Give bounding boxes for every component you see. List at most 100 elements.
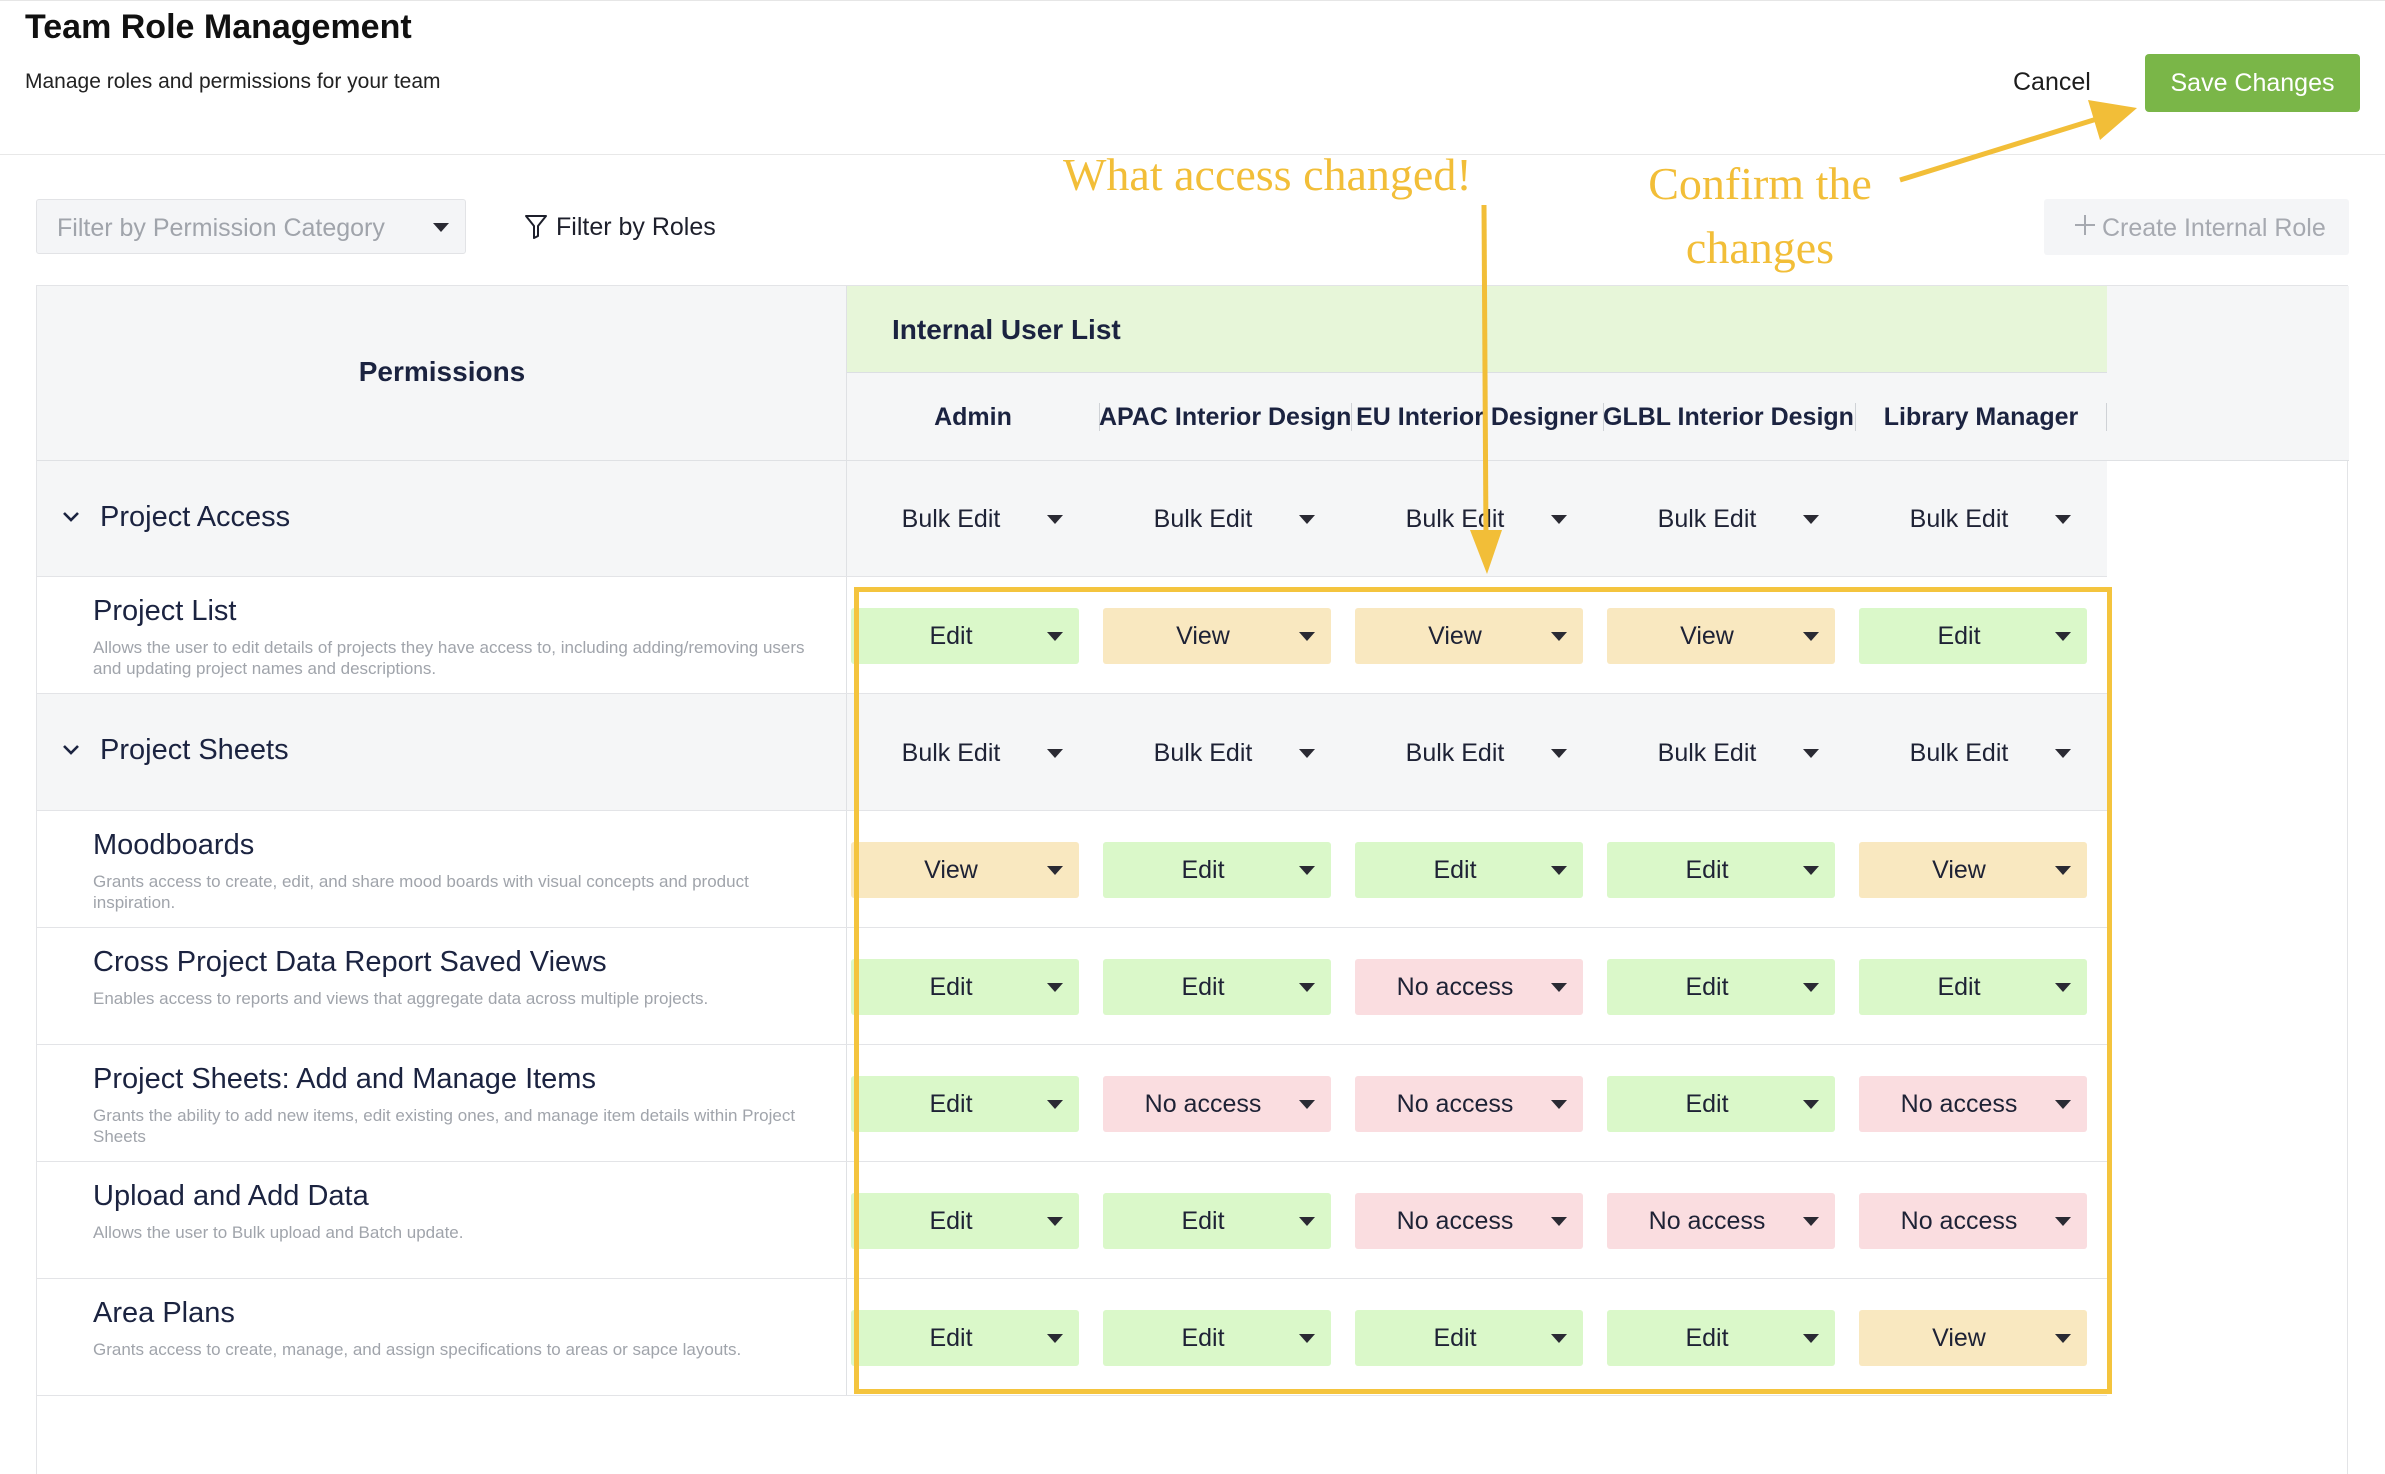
access-dropdown-eu-interior-designer[interactable]: Edit bbox=[1355, 1310, 1583, 1366]
caret-down-icon bbox=[1551, 1100, 1567, 1109]
access-value: Edit bbox=[1685, 1090, 1729, 1118]
role-header-library-manager[interactable]: Library Manager bbox=[1883, 403, 2079, 431]
section-row: Project Sheets Bulk Edit Bulk Edit Bulk Edi… bbox=[37, 694, 2107, 811]
role-column-divider[interactable] bbox=[1603, 403, 1604, 431]
role-column-divider[interactable] bbox=[1855, 403, 1856, 431]
caret-down-icon bbox=[1299, 1100, 1315, 1109]
table-row: Cross Project Data Report Saved Views Ena… bbox=[37, 928, 2107, 1045]
caret-down-icon bbox=[1803, 1100, 1819, 1109]
permission-category-filter[interactable]: Filter by Permission Category bbox=[36, 199, 466, 254]
access-dropdown-apac-interior-design[interactable]: Edit bbox=[1103, 1193, 1331, 1249]
permission-cell: Project Sheets: Add and Manage Items Gran… bbox=[37, 1045, 847, 1161]
role-column-divider[interactable] bbox=[2106, 403, 2107, 431]
access-dropdown-glbl-interior-designer[interactable]: Edit bbox=[1607, 1310, 1835, 1366]
access-dropdown-glbl-interior-designer[interactable]: View bbox=[1607, 608, 1835, 664]
access-value: Edit bbox=[1685, 856, 1729, 884]
access-value: Edit bbox=[1937, 973, 1981, 1001]
caret-down-icon bbox=[2055, 515, 2071, 524]
access-dropdown-apac-interior-design[interactable]: Edit bbox=[1103, 1310, 1331, 1366]
permission-cell[interactable]: Project Access bbox=[37, 461, 847, 576]
access-value: Edit bbox=[1181, 1207, 1225, 1235]
access-dropdown-eu-interior-designer[interactable]: No access bbox=[1355, 1193, 1583, 1249]
permission-cell[interactable]: Project Sheets bbox=[37, 694, 847, 810]
chevron-down-icon[interactable] bbox=[59, 505, 83, 529]
access-dropdown-glbl-interior-designer[interactable]: Edit bbox=[1607, 959, 1835, 1015]
access-dropdown-glbl-interior-designer[interactable]: Edit bbox=[1607, 1076, 1835, 1132]
access-dropdown-apac-interior-design[interactable]: Edit bbox=[1103, 959, 1331, 1015]
chevron-down-icon[interactable] bbox=[59, 738, 83, 762]
access-dropdown-eu-interior-designer[interactable]: No access bbox=[1355, 1076, 1583, 1132]
caret-down-icon bbox=[1047, 515, 1063, 524]
caret-down-icon bbox=[2055, 749, 2071, 758]
access-dropdown-library-manager[interactable]: Bulk Edit bbox=[1859, 725, 2087, 781]
role-header-apac-interior-designer[interactable]: APAC Interior Design... bbox=[1099, 403, 1351, 431]
access-dropdown-glbl-interior-designer[interactable]: No access bbox=[1607, 1193, 1835, 1249]
permission-title: Project List bbox=[93, 595, 237, 627]
cancel-button[interactable]: Cancel bbox=[2013, 68, 2091, 96]
caret-down-icon bbox=[1803, 515, 1819, 524]
access-dropdown-admin[interactable]: Bulk Edit bbox=[851, 491, 1079, 547]
access-dropdown-library-manager[interactable]: View bbox=[1859, 1310, 2087, 1366]
access-dropdown-admin[interactable]: Edit bbox=[851, 1193, 1079, 1249]
access-value: Bulk Edit bbox=[1909, 739, 2009, 767]
table-row: Project List Allows the user to edit deta… bbox=[37, 577, 2107, 694]
access-dropdown-eu-interior-designer[interactable]: No access bbox=[1355, 959, 1583, 1015]
access-dropdown-apac-interior-design[interactable]: Edit bbox=[1103, 842, 1331, 898]
access-dropdown-glbl-interior-designer[interactable]: Bulk Edit bbox=[1607, 491, 1835, 547]
role-column-divider[interactable] bbox=[1351, 403, 1352, 431]
table-row: Upload and Add Data Allows the user to Bu… bbox=[37, 1162, 2107, 1279]
access-dropdown-apac-interior-design[interactable]: Bulk Edit bbox=[1103, 491, 1331, 547]
access-dropdown-eu-interior-designer[interactable]: Edit bbox=[1355, 842, 1583, 898]
caret-down-icon bbox=[2055, 983, 2071, 992]
access-dropdown-eu-interior-designer[interactable]: View bbox=[1355, 608, 1583, 664]
create-internal-role-button[interactable]: Create Internal Role bbox=[2044, 199, 2349, 255]
permission-cell: Upload and Add Data Allows the user to Bu… bbox=[37, 1162, 847, 1278]
internal-user-list-label: Internal User List bbox=[892, 314, 1121, 345]
access-dropdown-library-manager[interactable]: View bbox=[1859, 842, 2087, 898]
access-dropdown-apac-interior-design[interactable]: No access bbox=[1103, 1076, 1331, 1132]
caret-down-icon bbox=[1047, 983, 1063, 992]
access-dropdown-admin[interactable]: Edit bbox=[851, 608, 1079, 664]
caret-down-icon bbox=[1551, 1217, 1567, 1226]
caret-down-icon bbox=[1047, 866, 1063, 875]
caret-down-icon bbox=[1551, 749, 1567, 758]
access-dropdown-apac-interior-design[interactable]: View bbox=[1103, 608, 1331, 664]
access-dropdown-library-manager[interactable]: Bulk Edit bbox=[1859, 491, 2087, 547]
role-header-admin[interactable]: Admin bbox=[934, 403, 1012, 431]
caret-down-icon bbox=[1551, 632, 1567, 641]
access-dropdown-library-manager[interactable]: Edit bbox=[1859, 608, 2087, 664]
access-dropdown-eu-interior-designer[interactable]: Bulk Edit bbox=[1355, 491, 1583, 547]
access-dropdown-glbl-interior-designer[interactable]: Edit bbox=[1607, 842, 1835, 898]
access-value: Edit bbox=[1937, 622, 1981, 650]
access-dropdown-library-manager[interactable]: No access bbox=[1859, 1076, 2087, 1132]
access-dropdown-admin[interactable]: View bbox=[851, 842, 1079, 898]
access-value: No access bbox=[1144, 1090, 1262, 1118]
role-header-eu-interior-designer[interactable]: EU Interior Designer bbox=[1356, 403, 1598, 431]
access-value: View bbox=[1428, 622, 1482, 650]
access-dropdown-library-manager[interactable]: No access bbox=[1859, 1193, 2087, 1249]
caret-down-icon bbox=[1803, 1217, 1819, 1226]
access-value: Edit bbox=[1685, 1324, 1729, 1352]
access-value: Edit bbox=[929, 1090, 973, 1118]
role-column-divider[interactable] bbox=[1099, 403, 1100, 431]
funnel-icon bbox=[525, 215, 547, 239]
access-dropdown-glbl-interior-designer[interactable]: Bulk Edit bbox=[1607, 725, 1835, 781]
access-dropdown-apac-interior-design[interactable]: Bulk Edit bbox=[1103, 725, 1331, 781]
header-filler bbox=[2107, 286, 2349, 461]
access-dropdown-admin[interactable]: Edit bbox=[851, 959, 1079, 1015]
caret-down-icon bbox=[1551, 1334, 1567, 1343]
access-dropdown-admin[interactable]: Edit bbox=[851, 1076, 1079, 1132]
save-changes-button[interactable]: Save Changes bbox=[2145, 54, 2360, 112]
access-dropdown-admin[interactable]: Bulk Edit bbox=[851, 725, 1079, 781]
access-value: Edit bbox=[929, 1207, 973, 1235]
page-title: Team Role Management bbox=[25, 8, 412, 46]
permission-description: Grants access to create, edit, and share… bbox=[93, 872, 749, 912]
access-dropdown-admin[interactable]: Edit bbox=[851, 1310, 1079, 1366]
role-header-glbl-interior-designer[interactable]: GLBL Interior Designer bbox=[1603, 403, 1855, 431]
caret-down-icon bbox=[1299, 866, 1315, 875]
header-divider bbox=[0, 154, 2385, 155]
permission-cell: Moodboards Grants access to create, edit,… bbox=[37, 811, 847, 927]
access-dropdown-library-manager[interactable]: Edit bbox=[1859, 959, 2087, 1015]
access-value: Edit bbox=[1181, 1324, 1225, 1352]
access-dropdown-eu-interior-designer[interactable]: Bulk Edit bbox=[1355, 725, 1583, 781]
